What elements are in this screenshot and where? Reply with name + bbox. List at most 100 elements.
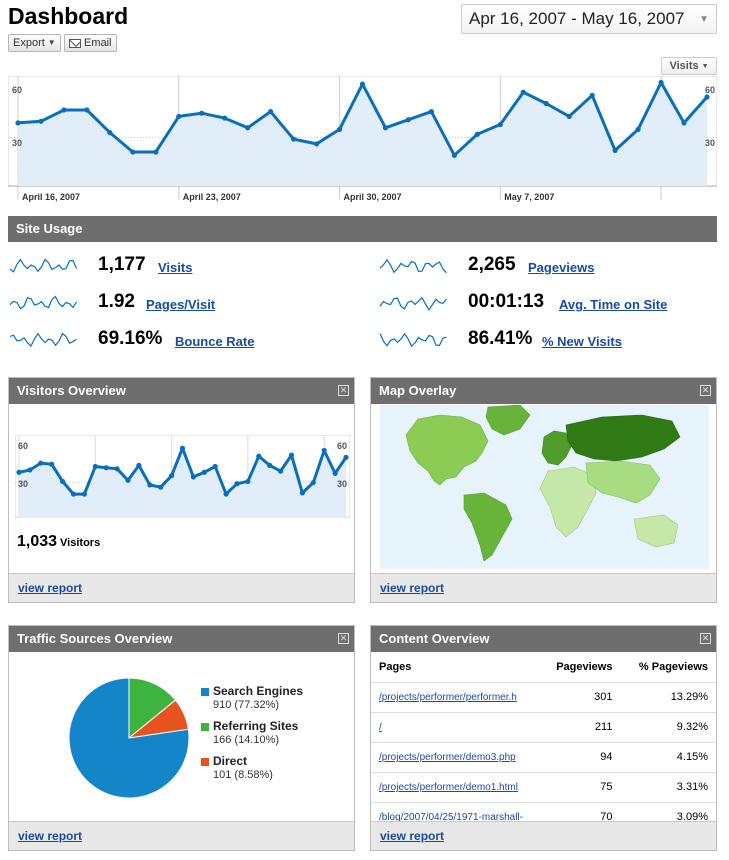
data-point[interactable] [201, 469, 207, 475]
map-region-greenland[interactable] [485, 405, 531, 436]
data-point[interactable] [520, 89, 526, 95]
date-range-picker[interactable]: Apr 16, 2007 - May 16, 2007 ▼ [461, 4, 717, 34]
data-point[interactable] [332, 470, 338, 477]
data-point[interactable] [61, 107, 67, 113]
data-point[interactable] [278, 468, 284, 474]
data-point[interactable] [125, 477, 131, 483]
email-button[interactable]: Email [64, 34, 117, 52]
world-map[interactable] [380, 405, 709, 569]
data-point[interactable] [70, 491, 77, 497]
view-report-link[interactable]: view report [18, 829, 83, 843]
data-point[interactable] [343, 454, 349, 460]
map-region-europe[interactable] [541, 430, 573, 466]
map-region-north-america[interactable] [405, 414, 489, 486]
metric-link[interactable]: % New Visits [542, 334, 622, 349]
column-header-pages[interactable]: Pages [379, 660, 412, 673]
data-point[interactable] [103, 465, 109, 471]
data-point[interactable] [321, 447, 327, 454]
data-point[interactable] [179, 445, 186, 451]
map-region-australia[interactable] [633, 514, 679, 548]
data-point[interactable] [635, 126, 641, 132]
data-point[interactable] [299, 490, 305, 496]
close-icon[interactable]: ✕ [700, 385, 711, 396]
data-point[interactable] [382, 125, 389, 131]
close-icon[interactable]: ✕ [338, 385, 349, 396]
visitors-trend-chart[interactable]: 60 30 60 30 [15, 435, 350, 525]
map-region-russia[interactable] [565, 414, 681, 462]
view-report-link[interactable]: view report [380, 581, 445, 595]
column-header-pageviews[interactable]: Pageviews [556, 660, 613, 673]
data-point[interactable] [222, 115, 228, 121]
metric-link[interactable]: Visits [158, 260, 193, 275]
traffic-pie-chart[interactable] [64, 673, 194, 803]
data-point[interactable] [153, 149, 159, 155]
data-point[interactable] [158, 484, 164, 490]
page-link[interactable]: /blog/2007/04/25/1971-marshall- [379, 812, 523, 824]
metric-select[interactable]: Visits ▼ [661, 57, 717, 75]
data-point[interactable] [428, 108, 434, 115]
column-header-percent[interactable]: % Pageviews [638, 660, 708, 673]
data-point[interactable] [190, 474, 196, 480]
data-point[interactable] [589, 92, 595, 99]
data-point[interactable] [92, 463, 98, 470]
data-point[interactable] [245, 478, 251, 485]
data-point[interactable] [223, 491, 229, 497]
data-point[interactable] [497, 121, 503, 128]
map-region-africa[interactable] [539, 466, 597, 538]
data-point[interactable] [359, 81, 366, 87]
data-point[interactable] [405, 117, 412, 123]
data-point[interactable] [169, 473, 175, 479]
data-point[interactable] [136, 462, 142, 468]
data-point[interactable] [130, 149, 136, 155]
data-point[interactable] [176, 113, 182, 120]
data-point[interactable] [268, 108, 274, 115]
data-point[interactable] [38, 118, 44, 124]
metric-link[interactable]: Pages/Visit [146, 297, 216, 312]
page-link[interactable]: /projects/performer/performer.h [379, 692, 517, 703]
view-report-link[interactable]: view report [18, 581, 83, 595]
data-point[interactable] [49, 461, 55, 467]
data-point[interactable] [114, 466, 120, 472]
data-point[interactable] [543, 100, 549, 107]
data-point[interactable] [27, 467, 33, 473]
data-point[interactable] [84, 107, 90, 113]
data-point[interactable] [38, 460, 44, 466]
data-point[interactable] [451, 152, 457, 158]
data-point[interactable] [310, 479, 316, 486]
data-point[interactable] [681, 120, 687, 126]
data-point[interactable] [566, 113, 572, 120]
data-point[interactable] [60, 478, 66, 485]
data-point[interactable] [658, 79, 664, 86]
data-point[interactable] [16, 469, 22, 475]
visits-trend-chart[interactable]: 60 30 60 30 April 16, 2007 April 23, 2007… [8, 76, 717, 204]
page-link[interactable]: /projects/performer/demo3.php [379, 752, 516, 763]
data-point[interactable] [474, 131, 480, 137]
metric-link[interactable]: Bounce Rate [175, 334, 255, 349]
data-point[interactable] [212, 463, 218, 470]
data-point[interactable] [313, 141, 320, 147]
export-button[interactable]: Export ▼ [8, 34, 61, 52]
metric-link[interactable]: Pageviews [528, 260, 595, 275]
view-report-link[interactable]: view report [380, 829, 445, 843]
data-point[interactable] [291, 136, 297, 142]
map-region-south-america[interactable] [463, 492, 513, 562]
data-point[interactable] [267, 462, 273, 468]
data-point[interactable] [199, 110, 205, 116]
data-point[interactable] [704, 94, 710, 100]
map-region-asia[interactable] [585, 460, 661, 504]
close-icon[interactable]: ✕ [338, 633, 349, 644]
metric-link[interactable]: Avg. Time on Site [559, 297, 668, 312]
page-link[interactable]: / [379, 722, 382, 733]
data-point[interactable] [81, 491, 87, 497]
data-point[interactable] [256, 453, 262, 459]
pie-slice-referring-sites[interactable] [128, 677, 177, 740]
data-point[interactable] [15, 120, 21, 126]
data-point[interactable] [107, 130, 113, 136]
data-point[interactable] [147, 482, 153, 488]
data-point[interactable] [288, 452, 295, 458]
data-point[interactable] [612, 147, 618, 154]
data-point[interactable] [234, 481, 240, 487]
page-link[interactable]: /projects/performer/demo1.html [379, 782, 518, 793]
pie-slice-search-engines[interactable] [68, 677, 190, 799]
data-point[interactable] [245, 125, 251, 131]
